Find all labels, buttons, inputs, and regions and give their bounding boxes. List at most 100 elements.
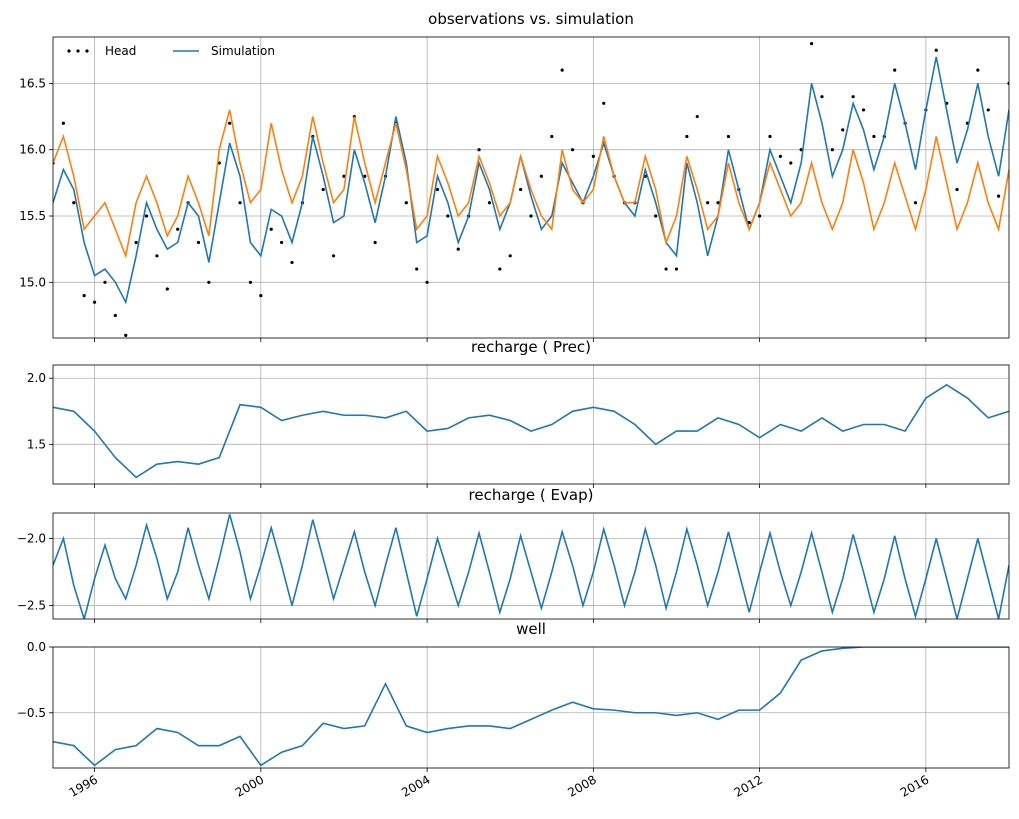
head-point (404, 201, 408, 205)
head-point (893, 68, 897, 72)
head-point (373, 240, 377, 245)
head-point (550, 134, 554, 139)
head-point (238, 201, 242, 205)
plot-area (53, 514, 1009, 619)
head-point (269, 227, 273, 231)
axes-frame (52, 512, 1010, 620)
head-point (706, 201, 710, 205)
y-tick-label: 16.5 (19, 76, 46, 90)
y-tick-label: 2.0 (27, 371, 46, 385)
x-tick-label: 2008 (565, 772, 598, 799)
plot-area (53, 647, 1009, 767)
head-point (560, 68, 564, 72)
head-point (539, 174, 543, 178)
head-point (82, 293, 86, 298)
head-point (124, 333, 128, 337)
y-tick-label: 0.0 (27, 640, 46, 654)
head-point (280, 240, 284, 245)
head-point (934, 48, 938, 52)
y-tick-label: 15.5 (19, 209, 46, 223)
panel: recharge ( Prec) 1.5 2.0 (27, 338, 1010, 488)
x-tick-label: 2004 (399, 772, 432, 799)
series-line (53, 514, 1009, 619)
plot-area (53, 42, 1009, 337)
head-point (342, 174, 346, 178)
plot-area (53, 383, 1009, 479)
x-tick-label: 1996 (67, 772, 100, 799)
y-tick-label: −2.0 (17, 531, 46, 545)
head-point (789, 161, 793, 165)
panel-title: observations vs. simulation (428, 10, 634, 28)
panel: recharge ( Evap) −2.5 −2.0 (17, 486, 1010, 623)
head-point (72, 201, 76, 205)
head-point (830, 148, 834, 152)
head-point (519, 187, 523, 192)
head-point (134, 240, 138, 245)
head-point (228, 121, 232, 125)
head-point (726, 134, 731, 139)
axes-frame (52, 36, 1010, 339)
head-point (331, 254, 336, 258)
x-tick-label: 2000 (233, 772, 266, 799)
head-point (207, 280, 211, 284)
series-line (53, 647, 1009, 767)
head-point (165, 287, 169, 291)
legend-label: Head (105, 44, 136, 58)
head-point (290, 260, 294, 265)
axes-frame (52, 364, 1010, 485)
head-point (685, 134, 689, 139)
head-point (913, 201, 918, 205)
series-line (53, 109, 1009, 259)
head-point (363, 174, 367, 178)
head-point (113, 313, 117, 318)
head-point (456, 247, 460, 251)
head-point (425, 280, 429, 284)
head-point (144, 214, 149, 218)
axes-frame (52, 646, 1010, 769)
head-point (415, 267, 419, 271)
head-point (602, 101, 606, 105)
series-line (53, 56, 1009, 305)
legend-marker (76, 49, 80, 53)
y-tick-label: −2.5 (17, 599, 46, 613)
head-point (570, 148, 575, 152)
panel-title: well (516, 620, 546, 638)
head-point (851, 95, 855, 99)
head-point (768, 134, 772, 139)
head-point (103, 280, 107, 284)
head-point (321, 187, 325, 192)
head-point (498, 267, 502, 271)
head-point (986, 108, 990, 112)
y-tick-label: 16.0 (19, 143, 46, 157)
head-point (508, 254, 512, 258)
head-point (997, 194, 1001, 198)
head-point (155, 254, 159, 258)
legend-marker (67, 49, 71, 53)
x-tick-label: 2016 (898, 772, 931, 799)
legend-label: Simulation (211, 44, 275, 58)
head-point (248, 280, 253, 284)
head-point (259, 293, 263, 298)
head-point (841, 128, 845, 132)
head-point (872, 134, 876, 139)
head-point (955, 187, 959, 192)
head-point (778, 154, 782, 158)
head-point (695, 114, 699, 119)
head-point (92, 300, 97, 304)
head-point (820, 95, 824, 99)
y-tick-label: 1.5 (27, 437, 46, 451)
head-point (435, 187, 440, 192)
head-point (196, 240, 201, 245)
head-point (976, 68, 980, 72)
head-point (61, 121, 65, 125)
panel-title: recharge ( Evap) (469, 486, 594, 504)
panel: well 1996 2000 2004 2008 2012 2016 −0.5 0.0 (17, 620, 1010, 800)
y-tick-label: −0.5 (17, 706, 46, 720)
series-line (53, 383, 1009, 479)
head-point (799, 148, 803, 152)
head-point (487, 201, 492, 205)
head-point (861, 108, 866, 112)
x-tick-label: 2012 (732, 772, 765, 799)
head-point (446, 214, 450, 218)
